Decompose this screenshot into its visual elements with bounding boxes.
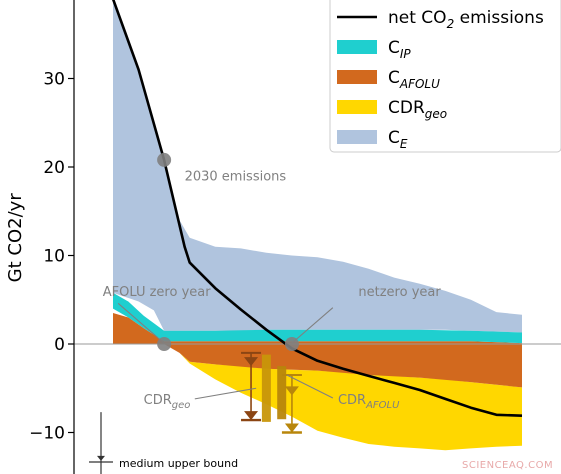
annotation-afolu-zero-year: AFOLU zero year xyxy=(103,285,211,300)
bound-arrow-bottom-1 xyxy=(284,423,299,433)
y-axis-title: Gt CO2/yr xyxy=(5,193,26,283)
annotations: 2030 emissions AFOLU zero year netzero yea… xyxy=(103,169,442,411)
bound-legend-arrow xyxy=(97,455,105,461)
legend-swatch-4 xyxy=(337,130,377,144)
marker-2030-emissions xyxy=(157,152,172,167)
legend-label-1: CIP xyxy=(388,38,411,61)
marker-afolu-zero-year xyxy=(157,337,172,351)
bound-marker-0 xyxy=(241,351,262,422)
bottom-legend: medium upper bound xyxy=(89,412,238,474)
connector-1 xyxy=(291,307,334,344)
legend-swatch-2 xyxy=(337,70,377,84)
legend-box xyxy=(329,0,561,153)
y-tick-label-0: 0 xyxy=(54,335,65,355)
area-cdr-geo xyxy=(164,344,522,451)
connector-0 xyxy=(117,302,165,344)
bound-arrow-mid-1 xyxy=(284,386,299,396)
y-tick-label--10: −10 xyxy=(29,424,65,444)
annotation-connectors xyxy=(117,302,334,400)
annotation-cdr-geo: CDRgeo xyxy=(144,393,191,411)
legend-label-0: net CO2 emissions xyxy=(388,8,544,31)
marker-netzero-year xyxy=(284,337,299,351)
area-c-ip xyxy=(113,292,522,344)
bound-markers xyxy=(241,351,302,434)
stacked-areas xyxy=(113,0,522,451)
bound-arrow-bottom-0 xyxy=(244,411,259,421)
legend-swatch-3 xyxy=(337,100,377,114)
watermark: SCIENCEAQ.COM xyxy=(462,460,553,471)
area-c-e xyxy=(113,0,522,333)
annotation-netzero-year: netzero year xyxy=(358,285,441,300)
y-tick-label-20: 20 xyxy=(43,158,65,178)
legend-label-4: CE xyxy=(388,128,408,151)
legend-label-3: CDRgeo xyxy=(388,98,447,121)
legend-label-2: CAFOLU xyxy=(388,68,440,91)
y-tick-label-30: 30 xyxy=(43,70,65,90)
cdr-bar-0 xyxy=(261,354,271,422)
bound-legend-label: medium upper bound xyxy=(119,457,238,470)
y-tick-label-10: 10 xyxy=(43,247,65,267)
bound-marker-1 xyxy=(281,373,302,434)
event-markers xyxy=(157,152,299,351)
net-co2-emissions-line xyxy=(112,0,523,417)
legend-swatch-1 xyxy=(337,40,377,54)
annotation-cdr-afolu: CDRAFOLU xyxy=(338,393,400,411)
legend: net CO2 emissions CIP CAFOLU CDRgeo CE xyxy=(329,0,561,153)
cdr-bar-1 xyxy=(277,366,287,420)
bound-arrow-mid-0 xyxy=(244,357,259,367)
cdr-bars xyxy=(261,354,287,422)
area-c-afolu xyxy=(113,313,522,388)
connector-2 xyxy=(194,387,257,400)
annotation-emissions-2030: 2030 emissions xyxy=(185,169,287,184)
y-axis: −10 0 10 20 30 xyxy=(29,0,75,474)
connector-3 xyxy=(286,374,334,399)
